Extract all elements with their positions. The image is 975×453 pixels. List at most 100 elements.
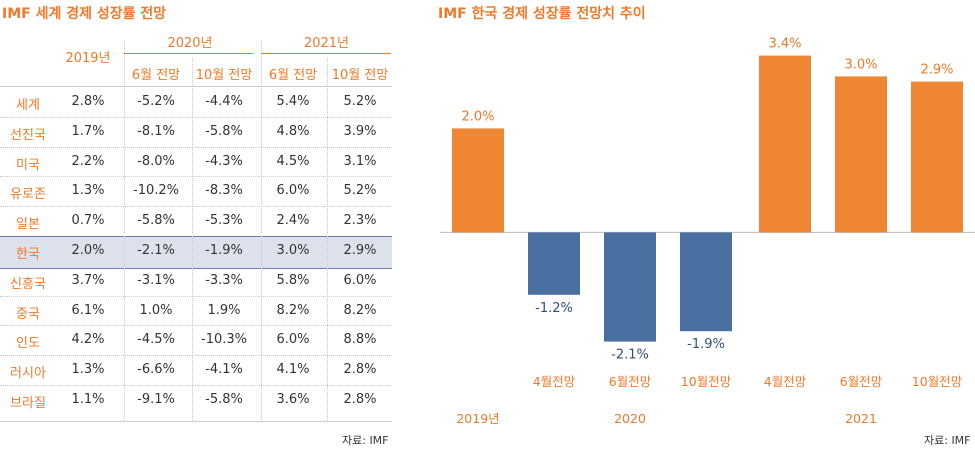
table-cell: -4.3% <box>205 153 243 169</box>
table-cell: 3.1% <box>343 153 377 169</box>
table-cell: 3.0% <box>276 243 310 258</box>
table-cell: 2.8% <box>343 392 377 407</box>
table-cell: -4.4% <box>205 94 243 109</box>
bar <box>911 81 963 233</box>
column-divider <box>327 58 328 421</box>
row-divider <box>0 325 392 327</box>
table-cell: 4.1% <box>276 362 310 378</box>
bar-value-label: -1.2% <box>535 301 573 316</box>
table-cell: 1.3% <box>71 183 105 199</box>
table-cell: 3.9% <box>343 123 377 139</box>
row-divider <box>0 116 392 118</box>
korea-growth-chart: IMF 한국 경제 성장률 전망치 추이 2.0% -1.2% -2.1% -1.9%… <box>430 0 975 449</box>
table-cell: 2.3% <box>343 213 377 229</box>
bar-value-label: 2.9% <box>920 63 953 78</box>
table-cell: -4.1% <box>205 362 243 378</box>
header-2021: 2021년 <box>303 36 350 51</box>
row-label: 유로존 <box>10 187 46 203</box>
group-label: 2020 <box>614 411 646 426</box>
table-cell: -3.3% <box>205 272 243 288</box>
table-cell: -8.3% <box>205 183 243 199</box>
table-cell: 0.7% <box>71 213 105 229</box>
bar-value-label: 2.0% <box>461 109 494 124</box>
bar-value-label: 3.4% <box>768 37 801 52</box>
column-divider <box>261 40 262 421</box>
group-underline <box>261 53 391 54</box>
category-label: 6월전망 <box>840 374 883 389</box>
table-cell: -5.8% <box>137 213 175 229</box>
table-source: 자료: IMF <box>342 434 389 447</box>
table-cell: 1.0% <box>139 302 173 318</box>
header-sub-2: 6월 전망 <box>268 68 318 83</box>
table-cell: 1.3% <box>71 362 105 378</box>
bar <box>452 128 504 233</box>
table-cell: -3.1% <box>137 272 175 288</box>
group-label: 2021 <box>845 411 877 426</box>
category-label: 4월전망 <box>533 374 576 389</box>
table-bottom-rule <box>0 421 392 422</box>
chart-source: 자료: IMF <box>924 434 971 447</box>
table-cell: -5.3% <box>205 213 243 229</box>
row-divider <box>0 206 392 208</box>
header-2020: 2020년 <box>167 36 213 51</box>
bar <box>528 232 580 295</box>
bar <box>835 76 887 233</box>
header-rule <box>0 86 392 87</box>
table-cell: -6.6% <box>137 362 175 378</box>
table-cell: -5.8% <box>205 392 243 407</box>
table-cell: 1.7% <box>71 123 105 139</box>
table-cell: 6.1% <box>71 302 105 318</box>
column-divider <box>192 58 193 421</box>
bar-value-label: -1.9% <box>687 337 725 352</box>
table-cell: 4.2% <box>71 332 105 348</box>
header-sub-1: 10월 전망 <box>195 68 253 83</box>
table-cell: 8.8% <box>343 332 377 348</box>
table-title: IMF 세계 경제 성장률 전망 <box>2 6 167 22</box>
column-divider <box>124 40 125 421</box>
category-label: 10월전망 <box>681 374 732 389</box>
korea-highlight-row <box>0 236 392 269</box>
row-label: 선진국 <box>10 127 46 143</box>
group-label: 2019년 <box>456 411 499 426</box>
bar-value-label: -2.1% <box>611 348 649 363</box>
table-cell: 2.0% <box>71 243 105 258</box>
bar <box>680 232 732 332</box>
row-label: 미국 <box>16 157 40 173</box>
table-cell: -4.5% <box>137 332 175 348</box>
row-divider <box>0 146 392 148</box>
table-cell: -10.2% <box>133 183 179 199</box>
bar <box>759 55 811 233</box>
table-cell: 8.2% <box>276 302 310 318</box>
table-cell: 3.6% <box>276 392 310 407</box>
table-cell: 6.0% <box>343 272 377 288</box>
table-cell: -8.0% <box>137 153 175 169</box>
table-cell: 5.2% <box>343 183 377 199</box>
row-label: 러시아 <box>10 366 46 382</box>
header-sub-0: 6월 전망 <box>131 68 181 83</box>
category-label: 4월전망 <box>764 374 807 389</box>
bar-chart-svg: 2.0% -1.2% -2.1% -1.9% 3.4% 3.0% 2.9% 4월전망 6월전망 1… <box>440 37 975 426</box>
table-cell: -10.3% <box>201 332 247 348</box>
row-label: 브라질 <box>10 396 46 411</box>
row-label: 신흥국 <box>10 276 46 292</box>
growth-table: IMF 세계 경제 성장률 전망 2019년 2020년 2021년 6월 전망 10월… <box>0 0 395 449</box>
category-label: 10월전망 <box>912 374 963 389</box>
table-cell: 4.8% <box>276 123 310 139</box>
table-cell: 2.9% <box>343 243 377 258</box>
table-cell: 2.2% <box>71 153 105 169</box>
table-cell: 1.9% <box>207 302 241 318</box>
table-cell: 5.4% <box>276 94 310 109</box>
row-label: 한국 <box>16 247 40 262</box>
header-2019: 2019년 <box>65 51 111 66</box>
bar <box>604 232 656 342</box>
row-divider <box>0 176 392 178</box>
bar-value-label: 3.0% <box>844 57 877 72</box>
table-cell: -9.1% <box>137 392 175 407</box>
row-label: 세계 <box>16 98 40 113</box>
table-cell: 3.7% <box>71 272 105 288</box>
table-cell: -2.1% <box>137 243 175 258</box>
row-label: 인도 <box>16 336 40 352</box>
table-cell: 6.0% <box>276 183 310 199</box>
table-cell: -5.8% <box>205 123 243 139</box>
table-cell: 4.5% <box>276 153 310 169</box>
